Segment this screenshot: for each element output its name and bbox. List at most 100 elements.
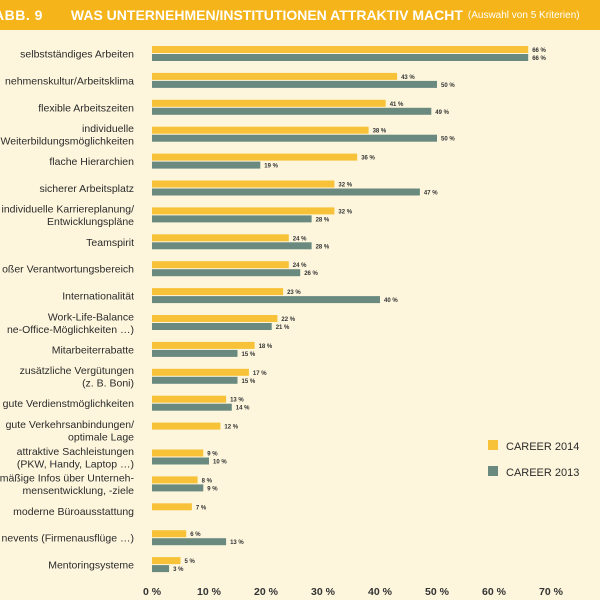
category-label-line: individuelle Karriereplanung/ <box>1 204 134 216</box>
value-label: 21 % <box>276 325 290 331</box>
value-label: 5 % <box>185 559 196 565</box>
value-label: 28 % <box>316 244 330 250</box>
value-label: 8 % <box>202 478 213 484</box>
x-tick-label: 60 % <box>482 586 507 598</box>
value-label: 6 % <box>190 532 201 538</box>
value-label: 41 % <box>390 102 404 108</box>
category-label: Mentoringsysteme <box>48 560 134 572</box>
category-label: moderne Büroausstattung <box>13 506 134 518</box>
category-label-line: Work-Life-Balance <box>48 311 134 323</box>
bar <box>152 484 204 492</box>
bar <box>152 80 437 88</box>
bar <box>152 207 335 215</box>
bar <box>152 530 187 538</box>
value-label: 47 % <box>424 191 438 197</box>
value-label: 15 % <box>242 352 256 358</box>
category-label-line: Teamspirit <box>86 237 134 249</box>
bar <box>152 476 198 484</box>
bar <box>152 134 437 142</box>
category-label-line: optimale Lage <box>68 431 134 443</box>
category-label: individuelle Karriereplanung/Entwicklung… <box>1 204 134 229</box>
bar <box>152 538 227 546</box>
bar <box>152 188 420 196</box>
category-label-line: Mitarbeiterrabatte <box>52 344 134 356</box>
category-label-line: ne-Office-Möglichkeiten …) <box>7 324 134 336</box>
bar <box>152 422 221 430</box>
legend-swatch <box>488 440 498 450</box>
category-label: nehmenskultur/Arbeitsklima <box>5 75 134 87</box>
value-label: 10 % <box>213 460 227 466</box>
x-tick-label: 10 % <box>197 586 222 598</box>
category-label-line: Weiterbildungsmöglichkeiten <box>1 135 135 147</box>
bar <box>152 242 312 250</box>
bar <box>152 503 192 511</box>
bar <box>152 323 272 330</box>
category-label: individuelle Weiterbildungsmöglichkeiten <box>1 123 135 148</box>
bar <box>152 449 204 457</box>
category-label-line: (z. B. Boni) <box>82 378 134 390</box>
bar <box>152 296 380 304</box>
bar <box>152 261 289 269</box>
category-label: Internationalität <box>62 291 134 303</box>
bar <box>152 557 181 565</box>
category-label: attraktive Sachleistungen (PKW, Handy, La… <box>17 446 134 471</box>
legend-swatch <box>488 466 498 476</box>
category-label-line: sicherer Arbeitsplatz <box>39 183 134 195</box>
value-label: 12 % <box>224 425 238 431</box>
value-label: 19 % <box>264 164 278 170</box>
x-tick-label: 30 % <box>311 586 336 598</box>
category-label: Mitarbeiterrabatte <box>52 344 134 356</box>
category-label: flache Hierarchien <box>49 156 134 168</box>
bar <box>152 180 335 188</box>
bar <box>152 153 358 161</box>
value-label: 14 % <box>236 406 250 412</box>
value-label: 50 % <box>441 83 455 89</box>
value-label: 9 % <box>207 452 218 458</box>
category-label: gute Verkehrsanbindungen/optimale Lage <box>6 419 135 444</box>
category-label-line: gute Verkehrsanbindungen/ <box>6 419 135 431</box>
bar <box>152 234 289 242</box>
chart-title: WAS UNTERNEHMEN/INSTITUTIONEN ATTRAKTIV … <box>70 7 463 23</box>
bar <box>152 403 232 411</box>
value-label: 43 % <box>401 75 415 81</box>
value-label: 9 % <box>207 486 218 492</box>
x-tick-label: 70 % <box>539 586 564 598</box>
category-label-line: oßer Verantwortungsbereich <box>2 264 134 276</box>
value-label: 32 % <box>338 183 352 189</box>
chart-subtitle: (Auswahl von 5 Kriterien) <box>467 9 580 21</box>
category-label-line: Mentoringsysteme <box>48 560 134 572</box>
value-label: 15 % <box>242 379 256 385</box>
value-label: 26 % <box>304 271 318 277</box>
category-label: zusätzliche Vergütungen (z. B. Boni) <box>20 365 135 390</box>
x-tick-label: 20 % <box>254 586 279 598</box>
legend-label: CAREER 2014 <box>506 441 579 453</box>
bar <box>152 126 369 134</box>
bar <box>152 315 278 322</box>
category-label-line: Internationalität <box>62 291 134 303</box>
bar <box>152 395 227 403</box>
bar <box>152 565 170 573</box>
value-label: 24 % <box>293 263 307 269</box>
value-label: 18 % <box>259 344 273 350</box>
bar <box>152 215 312 223</box>
value-label: 40 % <box>384 298 398 304</box>
category-label-line: nehmenskultur/Arbeitsklima <box>5 75 134 87</box>
value-label: 23 % <box>287 290 301 296</box>
bar <box>152 99 386 107</box>
value-label: 7 % <box>196 505 207 511</box>
category-label: Work-Life-Balance ne-Office-Möglichkeiten… <box>7 311 134 336</box>
category-label-line: nevents (Firmenausflüge …) <box>2 533 134 545</box>
bar <box>152 161 261 169</box>
bar <box>152 72 398 80</box>
category-label-line: Entwicklungspläne <box>47 216 134 228</box>
value-label: 22 % <box>281 317 295 323</box>
category-label-line: flexible Arbeitszeiten <box>38 102 134 114</box>
figure-label: ABB. 9 <box>0 7 43 23</box>
bar <box>152 349 238 357</box>
x-tick-label: 40 % <box>368 586 393 598</box>
value-label: 49 % <box>435 110 449 116</box>
category-label: selbstständiges Arbeiten <box>20 49 134 61</box>
category-label: mäßige Infos über Unterneh-mensentwicklu… <box>0 473 135 498</box>
category-label-line: zusätzliche Vergütungen <box>20 365 135 377</box>
category-label-line: individuelle <box>82 123 134 135</box>
